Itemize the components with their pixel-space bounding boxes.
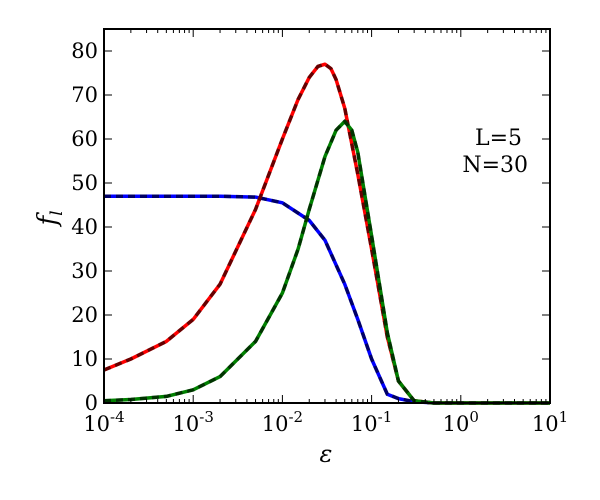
x-tick-label: 10-4 [83,408,124,436]
y-tick-label: 70 [71,83,98,107]
series-2-dashed-line [103,118,550,405]
series-0-dashed-line [104,194,550,405]
x-tick-label: 101 [532,408,568,436]
y-tick-label: 80 [71,39,98,63]
y-axis-label-sub: l [47,210,67,215]
y-axis-label-group: fl [33,210,67,227]
x-tick-label: 10-1 [351,408,392,436]
y-axis-label: fl [33,210,67,227]
y-tick-label: 10 [71,347,98,371]
series-1-line [103,62,550,405]
y-tick-label: 20 [71,303,98,327]
y-tick-label: 30 [71,259,98,283]
series-0-line [104,194,550,405]
x-axis-label: ε [320,440,333,468]
y-tick-label: 50 [71,171,98,195]
y-tick-label: 60 [71,127,98,151]
x-tick-label: 10-3 [173,408,214,436]
x-tick-label: 10-2 [262,408,303,436]
plot-frame [103,28,551,404]
annotation-n: N=30 [462,153,528,178]
series-1-dashed-line [103,62,550,405]
annotation-l: L=5 [475,126,522,151]
y-tick-label: 0 [85,391,98,415]
y-tick-label: 40 [71,215,98,239]
series-layer [103,62,550,405]
x-tick-label: 100 [443,408,479,436]
tick-labels-layer: 0 10 20 30 40 50 60 70 80 10-4 10-3 10-2 10-1 100 101 [71,39,568,436]
ticks-layer [103,29,551,404]
